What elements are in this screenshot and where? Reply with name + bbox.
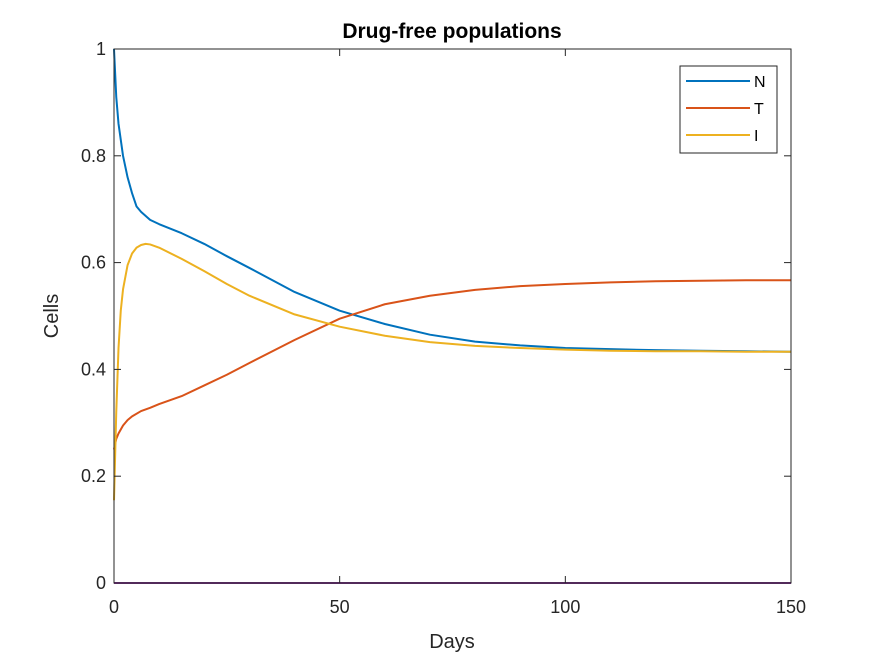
y-tick-label: 0.2 (81, 466, 106, 486)
legend-label-n: N (754, 74, 766, 91)
x-tick-label: 150 (776, 597, 806, 617)
y-axis-ticks: 0 0.2 0.4 0.6 0.8 1 (81, 39, 791, 593)
x-tick-label: 100 (550, 597, 580, 617)
series-line-i (113, 242, 791, 501)
y-tick-label: 0.4 (81, 359, 106, 379)
y-tick-label: 1 (96, 39, 106, 59)
axes-box (113, 48, 792, 584)
legend-label-i: I (754, 128, 758, 145)
plot-area (114, 49, 791, 583)
legend: NTI (679, 65, 778, 154)
series-line-t (113, 279, 791, 450)
chart-title: Drug-free populations (342, 20, 561, 43)
y-tick-label: 0.6 (81, 253, 106, 273)
y-axis-label: Cells (41, 294, 63, 338)
x-axis-label: Days (429, 631, 475, 653)
x-tick-label: 0 (109, 597, 119, 617)
y-tick-label: 0 (96, 573, 106, 593)
x-tick-label: 50 (330, 597, 350, 617)
legend-label-t: T (754, 101, 764, 118)
series-line-n (113, 48, 792, 353)
y-tick-label: 0.8 (81, 146, 106, 166)
x-axis-ticks: 0 50 100 150 (109, 49, 806, 617)
